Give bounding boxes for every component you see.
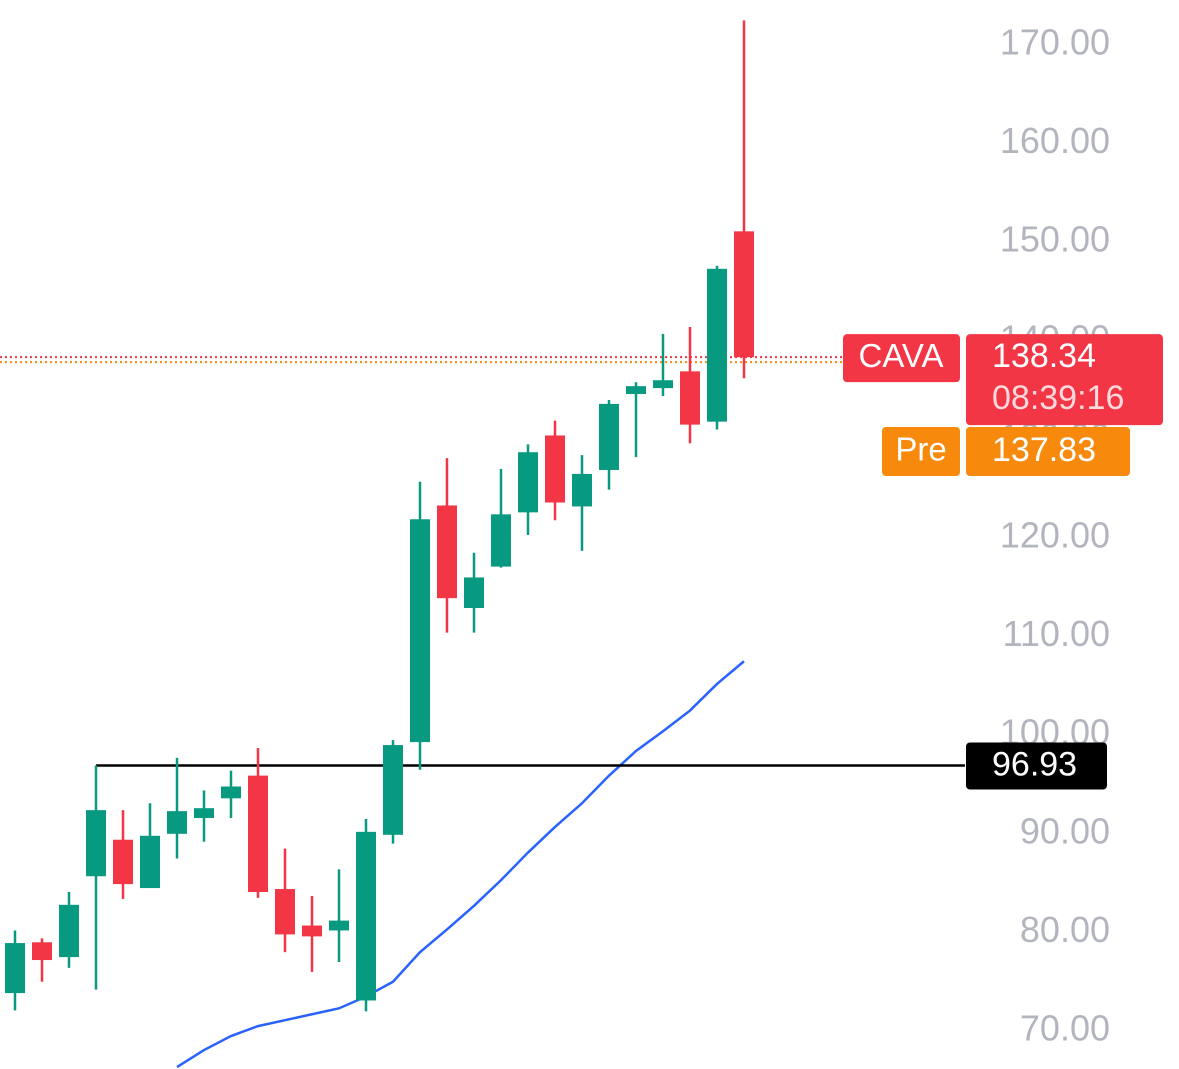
candle-body	[653, 380, 673, 389]
candle-body	[464, 577, 484, 609]
symbol-badge	[843, 334, 960, 383]
candle-body	[194, 808, 214, 819]
y-tick-label: 110.00	[1003, 613, 1110, 654]
pre-badge	[882, 427, 960, 476]
candle-body	[626, 386, 646, 395]
candle-body	[167, 811, 187, 834]
candle-body	[545, 435, 565, 503]
candle-body	[707, 268, 727, 422]
candle-body	[491, 514, 511, 567]
candle-body	[437, 505, 457, 599]
candle-body	[572, 473, 592, 507]
y-tick-label: 90.00	[1020, 810, 1110, 851]
candle-body	[221, 786, 241, 799]
y-tick-label: 170.00	[1000, 21, 1110, 62]
candle-body	[32, 942, 52, 961]
candle-body	[140, 835, 160, 889]
candle-body	[275, 889, 295, 935]
candle-body	[383, 745, 403, 835]
candle-body	[356, 831, 376, 1001]
candle-body	[248, 775, 268, 893]
moving-average-line	[176, 660, 745, 1069]
candle-body	[302, 925, 322, 937]
y-tick-label: 120.00	[1000, 515, 1110, 556]
pre-price-label: 137.83	[992, 431, 1096, 469]
candle-body	[518, 452, 538, 513]
y-tick-label: 160.00	[1000, 120, 1110, 161]
symbol-label: CAVA	[859, 337, 944, 374]
y-tick-label: 80.00	[1020, 909, 1110, 950]
candle-body	[5, 943, 25, 994]
price-label: 138.34	[992, 337, 1096, 375]
y-tick-label: 70.00	[1020, 1008, 1110, 1049]
candle-body	[680, 371, 700, 425]
pre-price-badge	[966, 427, 1130, 476]
candle-body	[86, 810, 106, 877]
countdown-label: 08:39:16	[992, 379, 1124, 417]
candle-body	[599, 403, 619, 470]
pre-label: Pre	[895, 431, 946, 468]
y-tick-label: 150.00	[1000, 219, 1110, 260]
candle-body	[113, 839, 133, 885]
level-badge	[966, 742, 1107, 790]
candle-body	[59, 904, 79, 958]
level-label: 96.93	[992, 745, 1077, 783]
price-badge	[966, 334, 1163, 426]
candle-body	[329, 920, 349, 931]
candle-body	[734, 231, 754, 358]
candle-body	[410, 519, 430, 743]
